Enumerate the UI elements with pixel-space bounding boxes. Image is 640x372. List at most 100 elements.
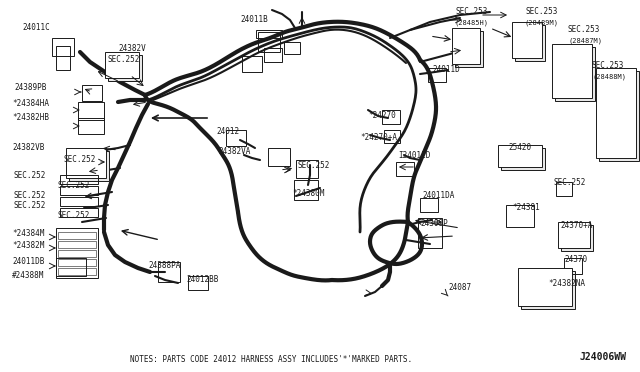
- Text: 24309P: 24309P: [420, 219, 448, 228]
- Bar: [455, 31, 483, 67]
- Bar: [515, 25, 545, 61]
- Text: 25420: 25420: [508, 143, 531, 152]
- Text: SEC.252: SEC.252: [64, 155, 97, 164]
- Text: 24011D: 24011D: [432, 65, 460, 74]
- Bar: [599, 71, 639, 161]
- Text: SEC.252: SEC.252: [58, 211, 90, 220]
- Bar: [69, 151, 109, 181]
- Text: 24012: 24012: [216, 127, 239, 136]
- Bar: [396, 162, 414, 176]
- Bar: [428, 68, 446, 82]
- Bar: [158, 262, 180, 282]
- Bar: [521, 271, 575, 309]
- Bar: [264, 48, 282, 62]
- Bar: [56, 228, 98, 278]
- Text: SEC.252: SEC.252: [14, 171, 46, 180]
- Text: *24384HA: *24384HA: [12, 99, 49, 108]
- Bar: [256, 30, 282, 38]
- Text: J24006WW: J24006WW: [580, 352, 627, 362]
- Text: SEC.253: SEC.253: [456, 7, 488, 16]
- Bar: [564, 258, 582, 274]
- Text: 24370+A: 24370+A: [560, 221, 593, 230]
- Bar: [556, 182, 572, 196]
- Text: SEC.253: SEC.253: [526, 7, 558, 16]
- Bar: [56, 46, 70, 70]
- Bar: [596, 68, 636, 158]
- Text: (28488M): (28488M): [592, 73, 626, 80]
- Bar: [52, 38, 74, 56]
- Text: SEC.252: SEC.252: [108, 55, 140, 64]
- Bar: [552, 44, 592, 98]
- Bar: [78, 118, 104, 134]
- Text: *24380M: *24380M: [292, 189, 324, 198]
- Bar: [58, 268, 96, 275]
- Text: *24381: *24381: [512, 203, 540, 212]
- Bar: [418, 218, 442, 248]
- Bar: [452, 28, 480, 64]
- Bar: [296, 160, 318, 178]
- Text: 24370: 24370: [564, 255, 587, 264]
- Text: 24382V: 24382V: [118, 44, 146, 53]
- Text: 24389PB: 24389PB: [14, 83, 46, 92]
- Text: SEC.252: SEC.252: [14, 201, 46, 210]
- Bar: [555, 47, 595, 101]
- Text: I24011D: I24011D: [398, 151, 430, 160]
- Bar: [382, 110, 400, 124]
- Text: *24382M: *24382M: [12, 241, 44, 250]
- Bar: [58, 232, 96, 239]
- Bar: [268, 148, 290, 166]
- Bar: [82, 85, 102, 101]
- Text: 24087: 24087: [448, 283, 471, 292]
- Text: *24270+A: *24270+A: [360, 133, 397, 142]
- Text: *24382NA: *24382NA: [548, 279, 585, 288]
- Text: SEC.252: SEC.252: [58, 181, 90, 190]
- Bar: [60, 175, 98, 184]
- Text: *24384M: *24384M: [12, 229, 44, 238]
- Bar: [60, 197, 98, 206]
- Text: 24382VA: 24382VA: [218, 147, 250, 156]
- Bar: [384, 130, 400, 143]
- Bar: [242, 56, 262, 72]
- Bar: [60, 186, 98, 195]
- Text: #24388M: #24388M: [12, 271, 44, 280]
- Bar: [294, 180, 318, 200]
- Text: 24388PA: 24388PA: [148, 261, 180, 270]
- Text: (28487M): (28487M): [568, 37, 602, 44]
- Text: (28489M): (28489M): [524, 19, 558, 26]
- Bar: [518, 268, 572, 306]
- Bar: [78, 102, 104, 120]
- Text: NOTES: PARTS CODE 24012 HARNESS ASSY INCLUDES'*'MARKED PARTS.: NOTES: PARTS CODE 24012 HARNESS ASSY INC…: [130, 355, 412, 364]
- Text: *24382HB: *24382HB: [12, 113, 49, 122]
- Text: SEC.253: SEC.253: [568, 25, 600, 34]
- Text: SEC.252: SEC.252: [14, 191, 46, 200]
- Bar: [506, 205, 534, 227]
- Text: (28485H): (28485H): [454, 19, 488, 26]
- Bar: [58, 250, 96, 257]
- Bar: [188, 276, 208, 290]
- Bar: [258, 32, 280, 52]
- Bar: [284, 42, 300, 54]
- Text: SEC.252: SEC.252: [554, 178, 586, 187]
- Text: 24382VB: 24382VB: [12, 143, 44, 152]
- Bar: [498, 145, 542, 167]
- Text: 24011C: 24011C: [22, 23, 50, 32]
- Bar: [512, 22, 542, 58]
- Text: *24270: *24270: [368, 111, 396, 120]
- Text: 24011B: 24011B: [240, 15, 268, 24]
- Bar: [58, 241, 96, 248]
- Bar: [108, 55, 142, 81]
- Bar: [58, 259, 96, 266]
- Bar: [558, 222, 590, 248]
- Bar: [420, 198, 438, 212]
- Bar: [226, 130, 246, 146]
- Text: 24011DB: 24011DB: [12, 257, 44, 266]
- Bar: [60, 208, 98, 217]
- Text: 24011DA: 24011DA: [422, 191, 454, 200]
- Text: 24012BB: 24012BB: [186, 275, 218, 284]
- Text: SEC.252: SEC.252: [298, 161, 330, 170]
- Bar: [561, 225, 593, 251]
- Bar: [56, 258, 86, 276]
- Text: SEC.253: SEC.253: [592, 61, 625, 70]
- Bar: [66, 148, 106, 178]
- Bar: [501, 148, 545, 170]
